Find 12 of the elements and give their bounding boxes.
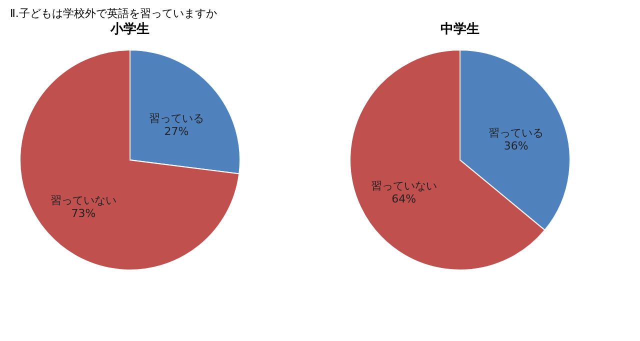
slice-label: 習っている bbox=[149, 112, 204, 125]
slice-label: 習っている bbox=[488, 126, 544, 140]
slice-label: 習っていない bbox=[370, 179, 437, 192]
text: Ⅱ.子どもは学校外で英語を習っていますか bbox=[10, 7, 217, 20]
data-label: 27% bbox=[164, 125, 189, 138]
slice-label: 習っていない bbox=[50, 194, 116, 207]
chart-title: 小学生 bbox=[110, 22, 150, 37]
data-label: 64% bbox=[392, 192, 416, 206]
pie-slice bbox=[20, 50, 240, 270]
chart-title: 中学生 bbox=[440, 22, 480, 37]
data-label: 36% bbox=[504, 140, 528, 153]
data-label: 73% bbox=[71, 207, 96, 220]
